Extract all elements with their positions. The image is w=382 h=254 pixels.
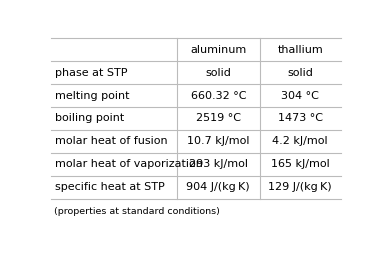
Text: 10.7 kJ/mol: 10.7 kJ/mol xyxy=(187,136,249,146)
Text: phase at STP: phase at STP xyxy=(55,68,128,78)
Text: boiling point: boiling point xyxy=(55,114,125,123)
Text: 304 °C: 304 °C xyxy=(281,91,319,101)
Text: solid: solid xyxy=(287,68,313,78)
Text: 904 J/(kg K): 904 J/(kg K) xyxy=(186,182,250,192)
Text: 165 kJ/mol: 165 kJ/mol xyxy=(271,159,330,169)
Text: solid: solid xyxy=(205,68,231,78)
Text: 660.32 °C: 660.32 °C xyxy=(191,91,246,101)
Text: specific heat at STP: specific heat at STP xyxy=(55,182,165,192)
Text: thallium: thallium xyxy=(277,45,323,55)
Text: 129 J/(kg K): 129 J/(kg K) xyxy=(269,182,332,192)
Text: 4.2 kJ/mol: 4.2 kJ/mol xyxy=(272,136,328,146)
Text: 2519 °C: 2519 °C xyxy=(196,114,241,123)
Text: 293 kJ/mol: 293 kJ/mol xyxy=(189,159,248,169)
Text: molar heat of vaporization: molar heat of vaporization xyxy=(55,159,203,169)
Text: melting point: melting point xyxy=(55,91,129,101)
Text: molar heat of fusion: molar heat of fusion xyxy=(55,136,168,146)
Text: aluminum: aluminum xyxy=(190,45,246,55)
Text: (properties at standard conditions): (properties at standard conditions) xyxy=(53,207,220,215)
Text: 1473 °C: 1473 °C xyxy=(278,114,323,123)
